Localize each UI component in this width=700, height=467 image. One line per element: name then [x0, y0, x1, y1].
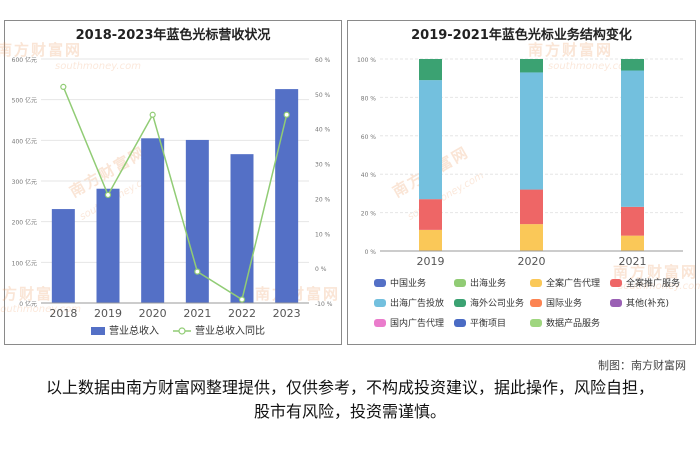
watermark: southmoney.com — [548, 61, 634, 72]
x-tick-label: 2020 — [518, 255, 546, 268]
y-left-tick-label: 300 亿元 — [12, 178, 37, 186]
legend-swatch — [374, 299, 386, 307]
y-tick-label: 100 % — [357, 57, 376, 64]
bar — [230, 154, 254, 303]
chart-title: 2018-2023年蓝色光标营收状况 — [75, 28, 271, 43]
y-right-tick-label: 20 % — [315, 196, 331, 203]
line-point — [238, 296, 246, 303]
revenue-chart-panel: 南方财富网 南方财富网 南方财富网 南方财富网 southmoney.com s… — [0, 20, 342, 345]
chart-credit: 制图：南方财富网 — [598, 359, 686, 372]
legend-swatch — [610, 279, 622, 287]
watermark: 南方财富网 — [528, 41, 614, 59]
legend-swatch — [454, 279, 466, 287]
structure-chart-panel: 南方财富网 南方财富网 南方财富网 southmoney.com southmo… — [347, 20, 700, 345]
legend-label: 全案推广服务 — [626, 277, 680, 289]
x-tick-label: 2023 — [273, 307, 301, 320]
legend-swatch — [91, 327, 105, 335]
bar — [275, 89, 299, 304]
x-tick-label: 2020 — [139, 307, 167, 320]
legend-swatch — [374, 319, 386, 327]
legend-swatch — [374, 279, 386, 287]
y-right-tick-label: 50 % — [315, 92, 331, 99]
stacked-bar-segment — [520, 189, 543, 225]
stacked-bar-segment — [419, 59, 442, 81]
y-tick-label: 80 % — [361, 95, 377, 102]
y-right-tick-label: 40 % — [315, 127, 331, 134]
x-tick-label: 2018 — [49, 307, 77, 320]
stacked-bar-segment — [520, 59, 543, 73]
disclaimer-text: 以上数据由南方财富网整理提供，仅供参考，不构成投资建议，据此操作，风险自担，股市… — [45, 378, 654, 421]
stacked-bar-segment — [419, 229, 442, 251]
y-right-tick-label: 0 % — [315, 266, 327, 273]
line-point — [283, 111, 290, 118]
watermark: 南方财富网 — [613, 263, 699, 281]
stacked-bar-segment — [520, 72, 543, 190]
structure-chart: 0 % 20 % 40 % 60 % 80 % 100 % 2019 2020 2021 中国业务… — [357, 57, 683, 329]
y-left-tick-label: 100 亿元 — [12, 259, 37, 267]
y-tick-label: 0 % — [365, 249, 377, 256]
legend-label: 海外公司业务 — [470, 297, 524, 309]
legend-label: 国际业务 — [546, 297, 582, 309]
legend-label: 出海广告投放 — [390, 297, 444, 309]
y-tick-label: 20 % — [361, 211, 377, 218]
stacked-bar-segment — [621, 235, 644, 251]
legend-swatch — [454, 319, 466, 327]
legend-label: 营业总收入 — [109, 324, 159, 337]
x-tick-label: 2019 — [94, 307, 122, 320]
watermark: southmoney.com — [0, 304, 81, 315]
y-right-tick-label: 30 % — [315, 162, 331, 169]
y-left-tick-label: 200 亿元 — [12, 219, 37, 227]
legend-label: 平衡项目 — [470, 317, 506, 329]
bar — [51, 209, 75, 303]
bar — [96, 188, 120, 303]
legend-label: 数据产品服务 — [546, 317, 600, 329]
line-point — [60, 83, 67, 90]
legend-swatch — [178, 327, 186, 335]
legend-swatch — [530, 279, 542, 287]
watermark: 南方财富网 — [0, 41, 83, 59]
stacked-bar-segment — [621, 70, 644, 207]
y-left-tick-label: 600 亿元 — [12, 56, 37, 64]
legend-label: 国内广告代理 — [390, 317, 444, 329]
series-line — [62, 86, 288, 301]
x-tick-label: 2021 — [183, 307, 211, 320]
y-tick-label: 60 % — [361, 134, 377, 141]
line-point — [194, 268, 201, 275]
y-left-tick-label: 400 亿元 — [12, 137, 37, 145]
y-left-tick-label: 0 亿元 — [19, 300, 37, 308]
legend-swatch — [530, 299, 542, 307]
legend-label: 营业总收入同比 — [195, 324, 265, 337]
legend-label: 中国业务 — [390, 277, 426, 289]
y-right-tick-label: 10 % — [315, 231, 331, 238]
watermark: southmoney.com — [618, 281, 700, 292]
x-tick-label: 2022 — [228, 307, 256, 320]
watermark: southmoney.com — [55, 61, 141, 72]
stacked-bar-segment — [419, 199, 442, 230]
x-tick-label: 2019 — [417, 255, 445, 268]
y-right-tick-label: -10 % — [315, 301, 333, 308]
chart-title: 2019-2021年蓝色光标业务结构变化 — [411, 28, 632, 43]
legend-label: 出海业务 — [470, 277, 506, 289]
legend-label: 全案广告代理 — [546, 277, 600, 289]
bar — [141, 138, 165, 303]
stacked-bar-segment — [621, 206, 644, 236]
bar — [185, 139, 209, 303]
y-right-tick-label: 60 % — [315, 57, 331, 64]
line-point — [149, 111, 156, 118]
legend-swatch — [610, 299, 622, 307]
legend-swatch — [454, 299, 466, 307]
line-point — [104, 191, 112, 199]
stacked-bar-segment — [520, 224, 543, 251]
legend-label: 其他(补充) — [626, 297, 669, 309]
stacked-bar-segment — [419, 80, 442, 200]
legend-swatch — [530, 319, 542, 327]
y-left-tick-label: 500 亿元 — [12, 97, 37, 105]
x-tick-label: 2021 — [619, 255, 647, 268]
watermark: 南方财富网 — [0, 285, 71, 303]
y-tick-label: 40 % — [361, 172, 377, 179]
revenue-chart: 0 亿元 100 亿元 200 亿元 300 亿元 400 亿元 500 亿元 600 亿元… — [12, 56, 333, 337]
stacked-bar-segment — [621, 59, 644, 71]
